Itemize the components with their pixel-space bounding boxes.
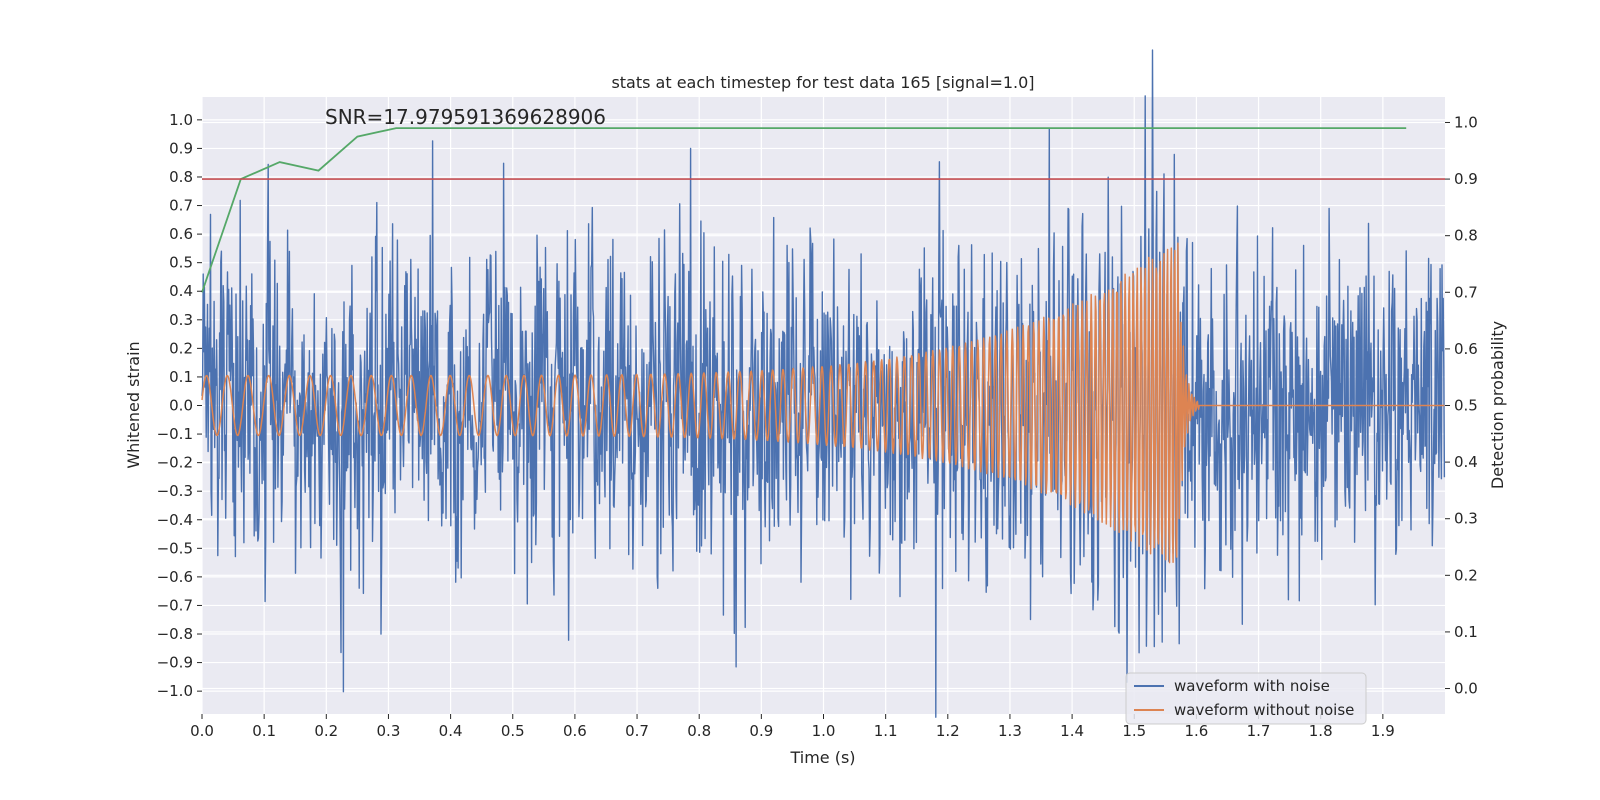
legend-box	[1125, 672, 1367, 725]
x-tick-label-9: 0.9	[749, 722, 773, 740]
noisy-waveform-line	[201, 49, 1446, 718]
y-right-axis-ticks: 1.0 0.9 0.8 0.7 0.6 0.5 0.4 0.3 0.2 0.1 0.0	[1445, 113, 1478, 698]
y-right-tick-label-5: 0.5	[1454, 397, 1478, 415]
y-right-tick-label-2: 0.8	[1454, 227, 1478, 245]
y-right-tick-label-3: 0.7	[1454, 283, 1478, 301]
y-left-tick-label-20: −1.0	[157, 682, 193, 700]
series-waveform-with-noise	[201, 49, 1446, 718]
snr-annotation: SNR=17.979591369628906	[325, 105, 606, 129]
x-tick-label-17: 1.7	[1247, 722, 1271, 740]
y-left-tick-label-6: 0.4	[169, 282, 193, 300]
y-left-tick-label-19: −0.9	[157, 654, 193, 672]
x-tick-label-18: 1.8	[1309, 722, 1333, 740]
y-right-tick-label-7: 0.3	[1454, 510, 1478, 528]
x-axis-label: Time (s)	[789, 748, 855, 767]
x-tick-label-0: 0.0	[190, 722, 214, 740]
y-left-tick-label-15: −0.5	[157, 539, 193, 557]
x-axis-ticks: 0.0 0.1 0.2 0.3 0.4 0.5 0.6 0.7 0.8 0.9 1.0 1.1 1.2 1…	[190, 714, 1395, 740]
x-tick-label-13: 1.3	[998, 722, 1022, 740]
y-right-tick-label-8: 0.2	[1454, 566, 1478, 584]
x-tick-label-1: 0.1	[252, 722, 276, 740]
x-tick-label-15: 1.5	[1122, 722, 1146, 740]
y-left-tick-label-1: 0.9	[169, 139, 193, 157]
legend-label-noisy: waveform with noise	[1174, 677, 1330, 695]
y-left-tick-label-16: −0.6	[157, 568, 193, 586]
x-tick-label-12: 1.2	[936, 722, 960, 740]
x-tick-label-10: 1.0	[812, 722, 836, 740]
y-left-axis-label: Whitened strain	[124, 341, 143, 468]
x-tick-label-8: 0.8	[687, 722, 711, 740]
x-tick-label-5: 0.5	[501, 722, 525, 740]
y-right-tick-label-0: 1.0	[1454, 113, 1478, 131]
probability-line	[201, 127, 1407, 293]
x-tick-label-6: 0.6	[563, 722, 587, 740]
y-left-tick-label-12: −0.2	[157, 454, 193, 472]
y-left-tick-label-3: 0.7	[169, 197, 193, 215]
y-left-tick-label-8: 0.2	[169, 339, 193, 357]
legend: waveform with noise waveform without noi…	[1125, 672, 1367, 725]
clean-waveform-line	[201, 242, 1445, 564]
y-right-tick-label-9: 0.1	[1454, 623, 1478, 641]
y-left-tick-label-2: 0.8	[169, 168, 193, 186]
x-tick-label-3: 0.3	[377, 722, 401, 740]
x-tick-label-16: 1.6	[1184, 722, 1208, 740]
y-left-tick-label-7: 0.3	[169, 311, 193, 329]
y-left-tick-label-10: 0.0	[169, 397, 193, 415]
y-right-tick-label-1: 0.9	[1454, 170, 1478, 188]
y-left-tick-label-4: 0.6	[169, 225, 193, 243]
y-left-tick-label-0: 1.0	[169, 111, 193, 129]
chart-title: stats at each timestep for test data 165…	[611, 73, 1034, 92]
y-left-tick-label-14: −0.4	[157, 511, 193, 529]
x-tick-label-7: 0.7	[625, 722, 649, 740]
y-left-tick-label-18: −0.8	[157, 625, 193, 643]
y-right-axis-label: Detection probability	[1488, 321, 1507, 489]
y-left-tick-label-17: −0.7	[157, 596, 193, 614]
y-left-tick-label-13: −0.3	[157, 482, 193, 500]
legend-label-clean: waveform without noise	[1174, 701, 1354, 719]
y-left-tick-label-5: 0.5	[169, 254, 193, 272]
y-left-axis-ticks: 1.0 0.9 0.8 0.7 0.6 0.5 0.4 0.3 0.2 0.1 0.0 −0.1 −0.…	[157, 111, 202, 700]
y-right-tick-label-6: 0.4	[1454, 453, 1478, 471]
x-tick-label-14: 1.4	[1060, 722, 1084, 740]
y-left-tick-label-11: −0.1	[157, 425, 193, 443]
y-right-tick-label-4: 0.6	[1454, 340, 1478, 358]
series-waveform-without-noise	[201, 242, 1445, 564]
x-tick-label-2: 0.2	[314, 722, 338, 740]
y-right-tick-label-10: 0.0	[1454, 680, 1478, 698]
y-left-tick-label-9: 0.1	[169, 368, 193, 386]
x-tick-label-11: 1.1	[874, 722, 898, 740]
x-tick-label-4: 0.4	[439, 722, 463, 740]
series-detection-probability	[201, 127, 1407, 293]
x-tick-label-19: 1.9	[1371, 722, 1395, 740]
